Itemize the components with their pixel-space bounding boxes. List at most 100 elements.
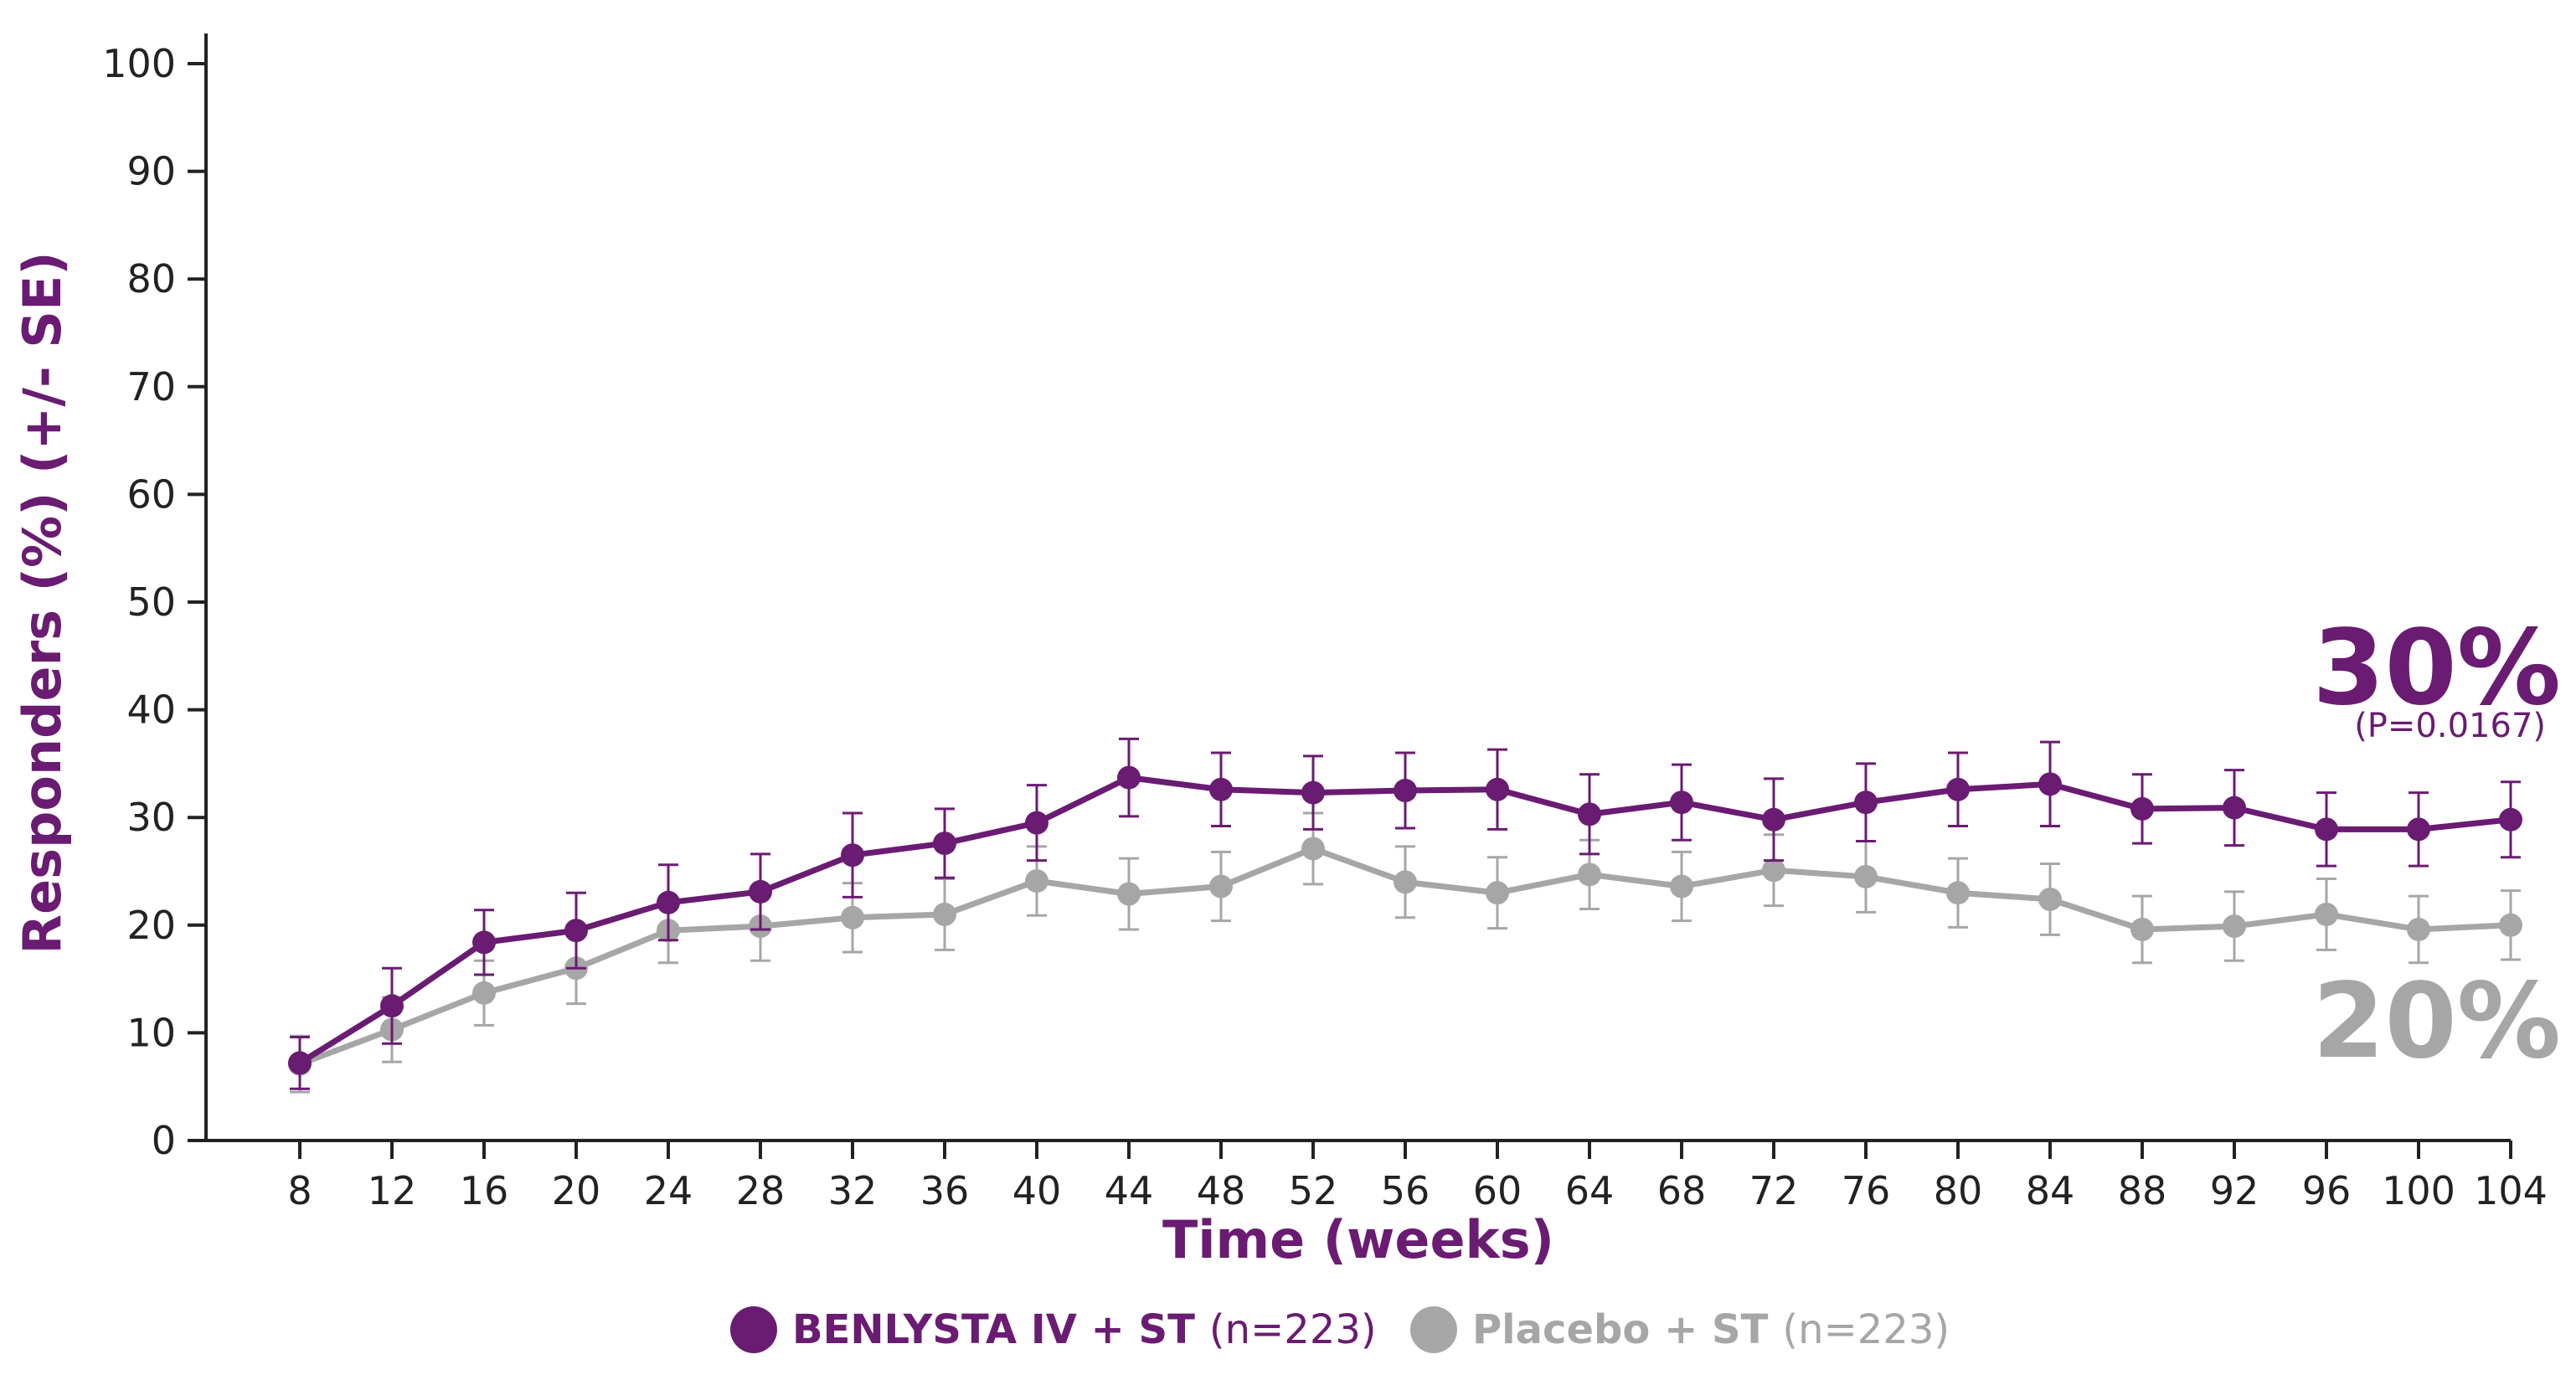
x-tick-label: 72 (1749, 1168, 1799, 1213)
x-tick-label: 84 (2026, 1168, 2075, 1213)
data-point-placebo (2130, 917, 2154, 941)
x-tick-label: 76 (1842, 1168, 1891, 1213)
data-point-placebo (2499, 913, 2522, 937)
data-point-benlysta (1394, 779, 1417, 803)
data-point-benlysta (2038, 772, 2062, 796)
data-point-placebo (1117, 882, 1141, 906)
p-value-annotation: (P=0.0167) (2354, 707, 2546, 745)
data-point-benlysta (1670, 790, 1693, 815)
x-tick-label: 28 (736, 1168, 786, 1213)
series-benlysta (288, 737, 2522, 1090)
legend-label-benlysta: BENLYSTA IV + ST (792, 1306, 1195, 1353)
y-tick-label: 70 (126, 364, 176, 409)
x-tick-label: 32 (828, 1168, 878, 1213)
data-point-benlysta (1486, 777, 1509, 801)
y-tick-label: 60 (126, 471, 176, 517)
data-point-placebo (1394, 870, 1417, 894)
y-tick-label: 100 (102, 41, 176, 86)
data-point-benlysta (288, 1051, 312, 1075)
data-point-benlysta (2315, 817, 2338, 842)
data-point-benlysta (1025, 811, 1048, 835)
x-tick-label: 36 (920, 1168, 970, 1213)
y-tick-label: 20 (126, 903, 176, 948)
data-point-benlysta (564, 919, 588, 943)
x-tick-label: 44 (1105, 1168, 1154, 1213)
y-tick-label: 80 (126, 256, 176, 301)
legend-marker-placebo (1410, 1306, 1457, 1353)
placebo-final-percent: 20% (2312, 961, 2561, 1082)
y-tick-label: 10 (126, 1010, 176, 1055)
x-tick-label: 80 (1934, 1168, 1983, 1213)
series-layer (288, 737, 2522, 1094)
y-tick-label: 40 (126, 687, 176, 733)
x-tick-label: 52 (1289, 1168, 1338, 1213)
data-point-placebo (841, 905, 864, 929)
series-placebo (288, 811, 2522, 1094)
data-point-benlysta (749, 879, 772, 904)
y-tick-label: 30 (126, 795, 176, 840)
data-point-benlysta (657, 890, 680, 914)
legend-label-placebo: Placebo + ST (1472, 1306, 1769, 1353)
data-point-benlysta (1578, 802, 1601, 826)
x-tick-label: 12 (368, 1168, 417, 1213)
data-point-placebo (1209, 874, 1233, 899)
x-tick-label: 68 (1657, 1168, 1707, 1213)
x-axis-ticks: 8 12 16 20 24 28 32 36 40 44 48 52 56 60 64 68 72 76 80 84 8… (287, 1141, 2548, 1213)
benlysta-final-percent: 30% (2312, 608, 2561, 729)
x-axis-label: Time (weeks) (1162, 1209, 1554, 1270)
data-point-benlysta (380, 994, 404, 1018)
x-tick-label: 16 (460, 1168, 509, 1213)
data-point-placebo (1486, 881, 1509, 905)
data-point-benlysta (933, 832, 956, 856)
x-tick-label: 64 (1565, 1168, 1615, 1213)
data-point-placebo (2407, 917, 2430, 941)
data-point-benlysta (1117, 765, 1141, 790)
data-point-benlysta (841, 843, 864, 868)
data-point-benlysta (472, 930, 496, 955)
y-tick-label: 0 (152, 1118, 176, 1163)
data-point-placebo (1301, 837, 1325, 861)
y-tick-label: 90 (126, 149, 176, 194)
data-point-placebo (472, 981, 496, 1005)
x-tick-label: 56 (1381, 1168, 1430, 1213)
legend-n-placebo: (n=223) (1782, 1306, 1950, 1353)
x-tick-label: 20 (552, 1168, 601, 1213)
data-point-placebo (933, 902, 956, 926)
data-point-benlysta (1762, 807, 1785, 832)
data-point-benlysta (1854, 790, 1878, 815)
x-tick-label: 8 (287, 1168, 312, 1213)
x-tick-label: 96 (2302, 1168, 2352, 1213)
y-axis-ticks: 0 10 20 30 40 50 60 70 80 90 100 (102, 41, 206, 1163)
y-tick-label: 50 (126, 579, 176, 625)
data-point-benlysta (2223, 796, 2246, 820)
legend-n-benlysta: (n=223) (1209, 1306, 1377, 1353)
x-tick-label: 60 (1473, 1168, 1522, 1213)
x-tick-label: 92 (2210, 1168, 2259, 1213)
data-point-placebo (1762, 858, 1785, 883)
y-axis-label: Responders (%) (+/- SE) (12, 251, 73, 954)
legend: BENLYSTA IV + ST (n=223) Placebo + ST (n… (730, 1306, 1950, 1353)
x-tick-label: 48 (1197, 1168, 1246, 1213)
axes (204, 33, 2511, 1142)
data-point-placebo (1670, 874, 1693, 899)
legend-marker-benlysta (730, 1306, 777, 1353)
data-point-benlysta (1209, 777, 1233, 801)
data-point-placebo (2315, 902, 2338, 926)
x-tick-label: 40 (1012, 1168, 1062, 1213)
data-point-placebo (1854, 864, 1878, 888)
data-point-benlysta (2499, 807, 2522, 832)
x-tick-label: 88 (2118, 1168, 2167, 1213)
legend-item-placebo: Placebo + ST (n=223) (1472, 1306, 1950, 1353)
data-point-placebo (1578, 862, 1601, 887)
data-point-placebo (1025, 869, 1048, 893)
x-tick-label: 104 (2474, 1168, 2548, 1213)
data-point-placebo (2038, 887, 2062, 911)
data-point-placebo (2223, 914, 2246, 939)
x-tick-label: 24 (644, 1168, 693, 1213)
legend-item-benlysta: BENLYSTA IV + ST (n=223) (792, 1306, 1377, 1353)
data-point-benlysta (1946, 777, 1970, 801)
data-point-benlysta (1301, 780, 1325, 805)
data-point-placebo (1946, 881, 1970, 905)
data-point-benlysta (2130, 796, 2154, 821)
